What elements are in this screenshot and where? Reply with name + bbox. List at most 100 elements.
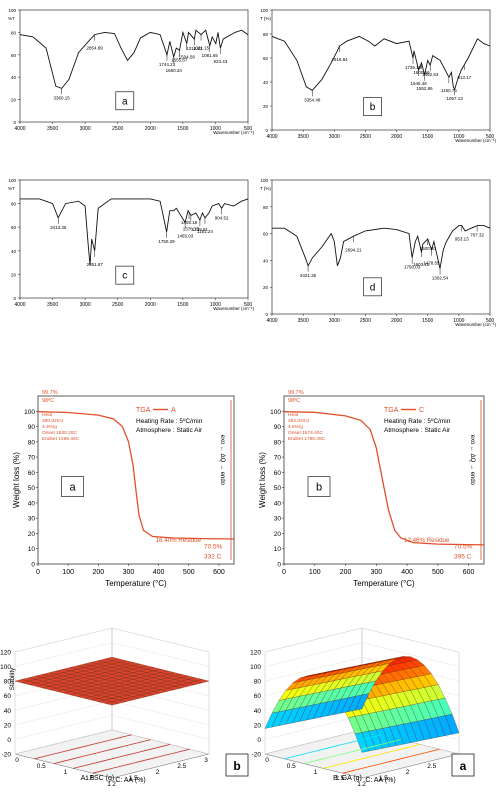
ftir-spectrum-line: [272, 225, 491, 269]
surface-z-tick-label: 80: [254, 679, 262, 686]
tga-y-tick-label: 20: [274, 531, 282, 538]
ftir-panel-badge-label: d: [370, 282, 376, 293]
ftir-peak-label: 1067.13: [447, 96, 464, 101]
surface-y-tick-label: 3: [204, 757, 208, 764]
ftir-y-tick-label: 80: [11, 30, 17, 35]
surface-z-gridline: [14, 729, 210, 755]
ftir-x-tick-label: 500: [244, 302, 253, 308]
ftir-peak-label: 923.43: [214, 59, 228, 64]
ftir-x-tick-label: 2500: [112, 126, 123, 132]
ftir-peak-label: 1376.73: [183, 226, 200, 231]
tga-curve-line: [283, 411, 485, 546]
ftir-x-tick-label: 2500: [360, 318, 371, 324]
ftir-peak-label: 1504.58: [179, 55, 196, 60]
ftir-x-tick-label: 1000: [453, 134, 464, 140]
tga-y-axis-label: Weight loss (%): [12, 452, 21, 508]
ftir-x-tick-label: 3500: [298, 318, 309, 324]
tga-x-tick-label: 600: [463, 569, 475, 576]
ftir-x-tick-label: 2000: [145, 302, 156, 308]
surface-z-axis-label: Stability: [9, 667, 16, 691]
tga-plot-frame: [37, 395, 235, 565]
surface-z-tick-label: -20: [2, 752, 12, 759]
tga-top-label: 98ºC: [288, 397, 300, 404]
surface-mesh-cell: [354, 693, 370, 711]
ftir-y-tick-label: 20: [11, 98, 17, 103]
surface-x-tick-label: 0: [15, 757, 19, 764]
ftir-peak-label: 1478.55: [423, 261, 440, 266]
tga-panel-b: 0 10 20 30 40 50 60 70 80 90 100 0 100 200 300 400 500 60…: [258, 390, 485, 588]
surface-z-gridline: [14, 627, 210, 653]
surface-contour-line: [323, 744, 421, 769]
tga-x-tick-label: 0: [36, 569, 40, 576]
ftir-x-tick-label: 500: [486, 134, 495, 140]
ftir-peak-label: 1238.81: [192, 227, 209, 232]
ftir-y-tick-label: 40: [263, 258, 269, 263]
tga-y-tick-label: 20: [28, 531, 36, 538]
ftir-peak-label: 3421.35: [300, 273, 317, 278]
ftir-panel-badge-label: a: [122, 96, 128, 107]
ftir-panel-badge: [115, 265, 135, 285]
tga-residue-label: 16.40% Residue: [156, 537, 202, 544]
ftir-x-tick-label: 2000: [145, 126, 156, 132]
ftir-peak-label: 3360.15: [54, 95, 71, 100]
ftir-x-tick-label: 1000: [210, 302, 221, 308]
tga-y-tick-label: 0: [277, 562, 281, 569]
tga-y-tick-label: 30: [274, 516, 282, 523]
tga-panel-badge: [61, 476, 84, 497]
ftir-peak-label: 3413.35: [50, 225, 67, 230]
ftir-x-tick-label: 500: [486, 318, 495, 324]
surface-contour-line: [303, 739, 401, 764]
surface-mesh-cell: [105, 656, 119, 661]
ftir-x-tick-label: 3500: [298, 134, 309, 140]
surface-y-tick-label: 1: [357, 781, 361, 788]
ftir-peak-label: 1500.20: [420, 246, 437, 251]
ftir-x-tick-label: 4000: [14, 302, 25, 308]
surface-z-gridline: [264, 627, 460, 653]
ftir-plot-frame: [19, 9, 249, 123]
ftir-peak-label: 904.52: [215, 215, 229, 220]
ftir-y-tick-label: 60: [263, 56, 269, 61]
tga-y-tick-label: 90: [274, 424, 282, 431]
surface-y-tick-label: 2: [406, 769, 410, 776]
ftir-peak-label: 1081.65: [202, 53, 219, 58]
tga-panel-a: 0 10 20 30 40 50 60 70 80 90 100 0 100 200 300 400 500 60…: [12, 390, 235, 588]
ftir-x-tick-label: 1500: [177, 302, 188, 308]
surface-z-tick-label: 100: [0, 664, 11, 671]
ftir-spectrum-line: [19, 29, 249, 89]
ftir-y-tick-label: 0: [13, 120, 16, 125]
ftir-panel-b: 0 20 40 60 80 100 4000 3500 3000 2500 2000 1500 1000…: [260, 8, 496, 143]
ftir-peak-label: 2851.87: [87, 262, 104, 267]
tga-x-tick-label: 500: [183, 569, 195, 576]
ftir-peak-label: 1750.29: [158, 239, 175, 244]
ftir-peak-label: 1312.83: [186, 46, 203, 51]
surface-z-tick-label: 40: [254, 708, 262, 715]
ftir-y-tick-label: 0: [265, 312, 268, 317]
ftir-y-tick-label: 40: [263, 80, 269, 85]
surface-x-tick-label: 1.5: [85, 775, 94, 782]
ftir-peak-label: 3354.48: [304, 97, 321, 102]
ftir-x-tick-label: 1500: [177, 126, 188, 132]
tga-x-tick-label: 300: [123, 569, 135, 576]
tga-plot-frame: [283, 395, 485, 565]
ftir-y-tick-label: 100: [260, 178, 268, 183]
ftir-peak-label: 1555.67: [171, 57, 188, 62]
surface-contour-line: [284, 734, 382, 760]
surface-x-tick-label: 1.5: [335, 775, 344, 782]
ftir-peak-label: 707.32: [470, 233, 484, 238]
ftir-y-tick-label: 20: [263, 104, 269, 109]
tga-y-tick-label: 60: [274, 470, 282, 477]
ftir-x-tick-label: 1500: [422, 318, 433, 324]
tga-legend-series: A: [171, 407, 176, 414]
surface-panel-badge: [451, 753, 475, 777]
tga-x-tick-label: 400: [401, 569, 413, 576]
ftir-x-tick-label: 500: [244, 126, 253, 132]
ftir-x-tick-label: 3000: [329, 134, 340, 140]
tga-x-tick-label: 300: [370, 569, 382, 576]
ftir-peak-label: 1552.86: [416, 86, 433, 91]
tga-curve-line: [37, 411, 235, 540]
ftir-x-tick-label: 1000: [453, 318, 464, 324]
ftir-y-tick-label: 60: [263, 232, 269, 237]
ftir-panel-d: 0 20 40 60 80 100 4000 3500 3000 2500 2000 1500 1000…: [260, 178, 496, 327]
ftir-y-tick-label: 40: [11, 249, 17, 254]
surface-panel-badge-label: b: [233, 759, 240, 773]
